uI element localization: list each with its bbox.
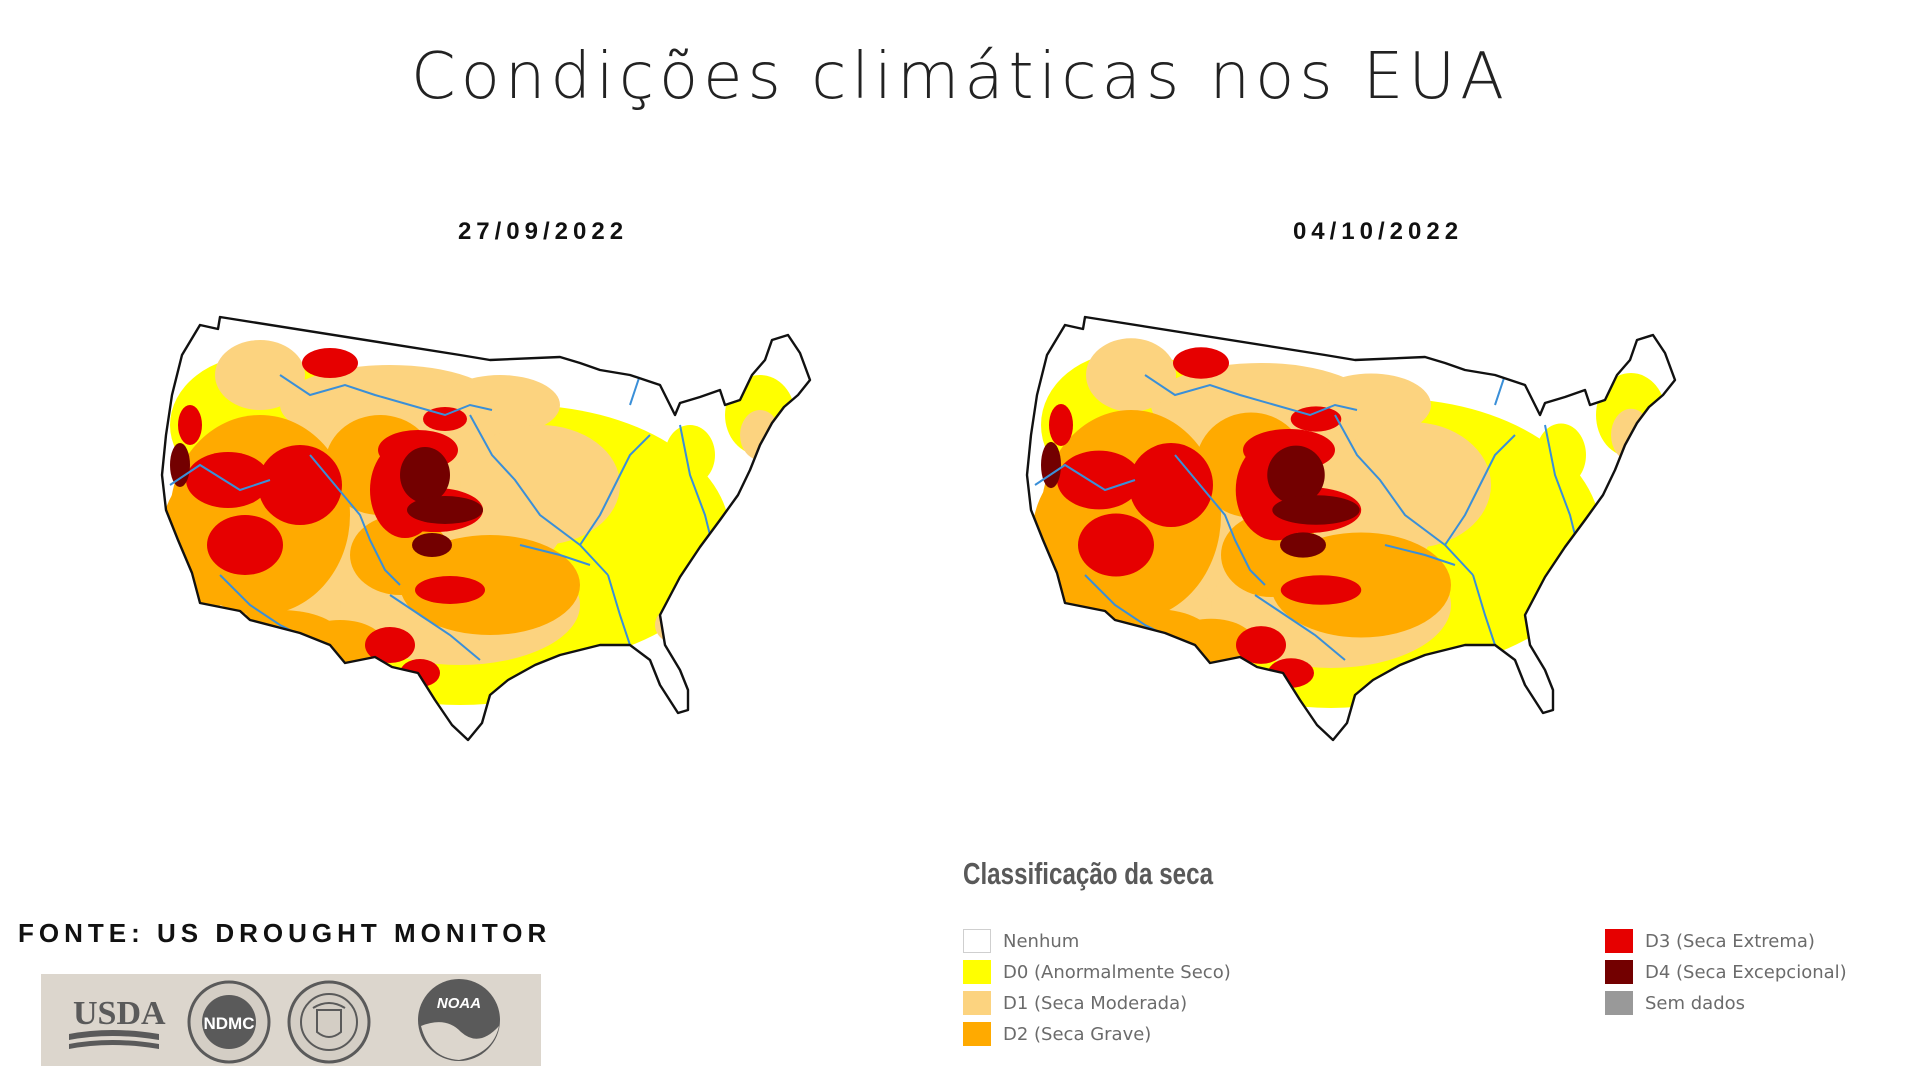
page-title: Condições climáticas nos EUA bbox=[411, 40, 1509, 114]
commerce-seal bbox=[287, 980, 371, 1064]
legend-item-d2: D2 (Seca Grave) bbox=[963, 1021, 1151, 1047]
svg-text:NOAA: NOAA bbox=[437, 995, 481, 1012]
svg-text:USDA: USDA bbox=[73, 995, 166, 1032]
legend-label: D4 (Seca Excepcional) bbox=[1645, 961, 1847, 983]
legend-item-none: Nenhum bbox=[963, 928, 1079, 954]
legend-title: Classificação da seca bbox=[963, 856, 1214, 891]
drought-map-left bbox=[160, 315, 812, 742]
legend-item-d1: D1 (Seca Moderada) bbox=[963, 990, 1187, 1016]
usda-logo: USDA bbox=[69, 995, 166, 1049]
legend-label: D2 (Seca Grave) bbox=[1003, 1023, 1152, 1045]
legend-swatch bbox=[963, 1022, 991, 1046]
drought-map-right bbox=[1025, 315, 1677, 742]
legend-item-d0: D0 (Anormalmente Seco) bbox=[963, 959, 1231, 985]
legend-item-d3: D3 (Seca Extrema) bbox=[1605, 928, 1815, 954]
map-date-left: 27/09/2022 bbox=[457, 218, 629, 245]
source-credit: FONTE: US DROUGHT MONITOR bbox=[18, 918, 552, 948]
legend-item-no-data: Sem dados bbox=[1605, 990, 1745, 1016]
legend-swatch bbox=[1605, 929, 1633, 953]
legend-swatch bbox=[963, 991, 991, 1015]
legend-swatch bbox=[1605, 960, 1633, 984]
ndmc-logo: NDMC bbox=[187, 980, 271, 1064]
legend-swatch bbox=[963, 960, 991, 984]
legend-label: Nenhum bbox=[1003, 930, 1080, 952]
legend-label: Sem dados bbox=[1645, 992, 1746, 1014]
legend-label: D0 (Anormalmente Seco) bbox=[1003, 961, 1231, 983]
noaa-logo: NOAA bbox=[418, 979, 500, 1061]
map-date-right: 04/10/2022 bbox=[1292, 218, 1464, 245]
legend-swatch bbox=[963, 929, 991, 953]
legend-swatch bbox=[1605, 991, 1633, 1015]
legend-label: D1 (Seca Moderada) bbox=[1003, 992, 1188, 1014]
legend-item-d4: D4 (Seca Excepcional) bbox=[1605, 959, 1847, 985]
agency-logos: USDA NDMC NOAA bbox=[41, 974, 541, 1066]
svg-text:NDMC: NDMC bbox=[204, 1014, 255, 1033]
legend-label: D3 (Seca Extrema) bbox=[1645, 930, 1815, 952]
